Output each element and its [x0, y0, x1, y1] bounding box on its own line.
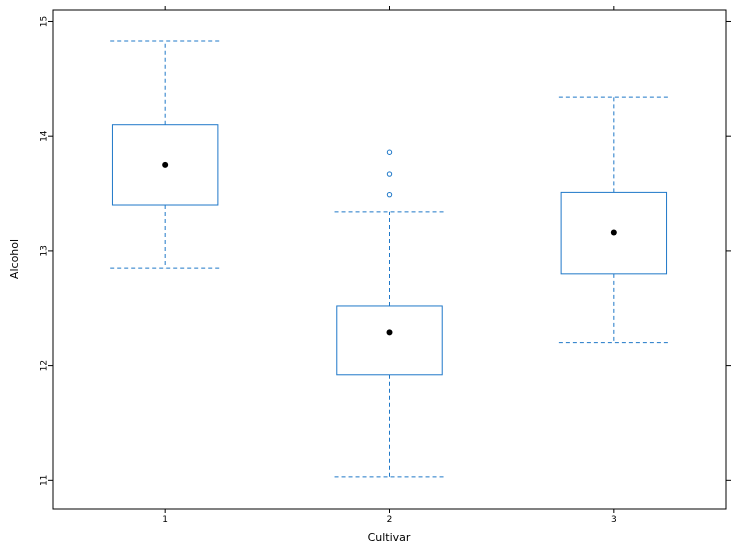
y-tick-label: 11	[40, 475, 50, 486]
outlier-point	[386, 191, 393, 198]
box-group-cultivar-1	[110, 40, 221, 269]
box-group-cultivar-3	[558, 96, 669, 344]
outlier-point	[386, 149, 393, 155]
x-tick-label: 1	[162, 515, 168, 525]
x-axis-title: Cultivar	[368, 531, 411, 544]
median-point	[162, 161, 169, 168]
box-iqr	[336, 305, 443, 376]
y-tick-label: 15	[40, 16, 50, 27]
y-axis-title: Alcohol	[8, 239, 21, 279]
x-tick-label: 2	[387, 515, 393, 525]
x-tick-label: 3	[611, 515, 617, 525]
box-group-cultivar-2	[334, 149, 445, 478]
y-tick-label: 12	[40, 360, 50, 371]
outlier-point	[386, 171, 393, 177]
y-tick-label: 14	[40, 130, 50, 142]
median-point	[610, 229, 617, 236]
boxes-layer	[110, 40, 669, 478]
y-tick-label: 13	[40, 245, 50, 256]
median-point	[386, 329, 393, 336]
